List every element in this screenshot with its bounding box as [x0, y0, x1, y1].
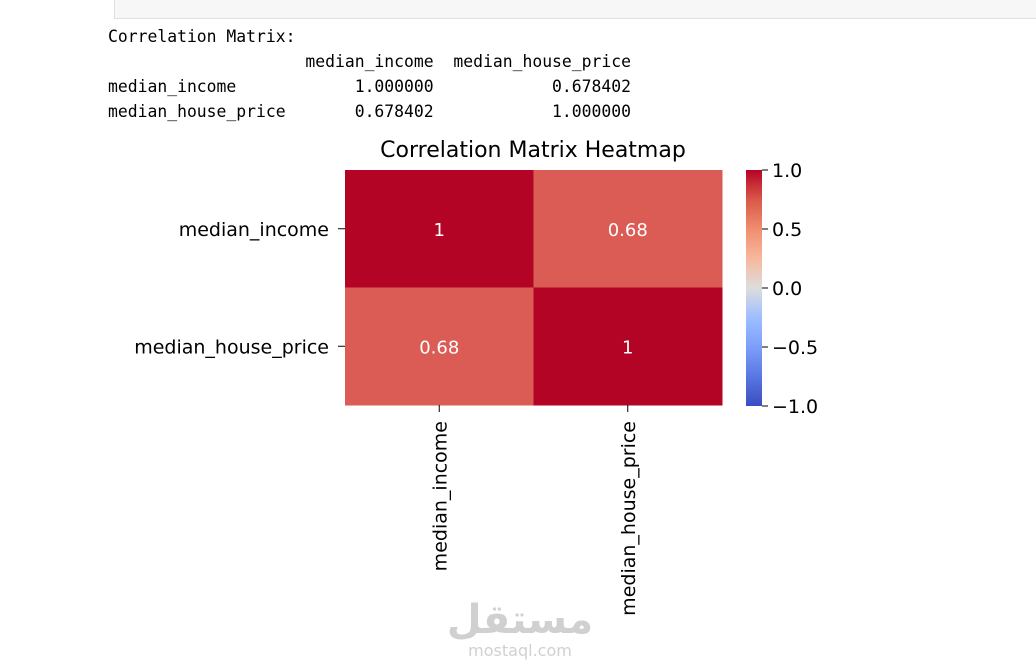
cell-annotation: 0.68 — [419, 337, 459, 358]
y-tick-label: median_income — [179, 219, 329, 241]
colorbar-tick-label: 1.0 — [772, 160, 802, 182]
colorbar-tick-label: −0.5 — [772, 337, 818, 359]
watermark-latin: mostaql.com — [468, 641, 572, 660]
heatmap-cell — [345, 287, 534, 406]
watermark: مستقل mostaql.com — [440, 598, 600, 660]
heatmap-cell — [533, 287, 723, 406]
colorbar-tick-label: 0.0 — [772, 278, 802, 300]
watermark-arabic: مستقل — [446, 597, 594, 643]
matrix-row: median_house_price 0.678402 1.000000 — [108, 102, 632, 121]
heatmap-cell — [533, 170, 723, 288]
input-cell-edge — [114, 0, 1036, 19]
cell-annotation: 1 — [434, 220, 445, 241]
x-tick-label: median_income — [429, 421, 451, 571]
colorbar-tick-label: 0.5 — [772, 219, 802, 241]
colorbar — [746, 170, 762, 406]
cell-annotation: 1 — [622, 337, 633, 358]
y-tick-label: median_house_price — [134, 336, 329, 358]
correlation-matrix-output: Correlation Matrix: median_income median… — [108, 24, 631, 124]
colorbar-tick-label: −1.0 — [772, 396, 818, 418]
matrix-row: median_income 1.000000 0.678402 — [108, 77, 632, 96]
cell-annotation: 0.68 — [608, 220, 648, 241]
col-header-line: median_income median_house_price — [108, 52, 632, 71]
output-heading: Correlation Matrix: — [108, 27, 296, 46]
heatmap-cell — [345, 170, 534, 288]
x-tick-label: median_house_price — [618, 421, 640, 616]
chart-title: Correlation Matrix Heatmap — [380, 138, 686, 163]
